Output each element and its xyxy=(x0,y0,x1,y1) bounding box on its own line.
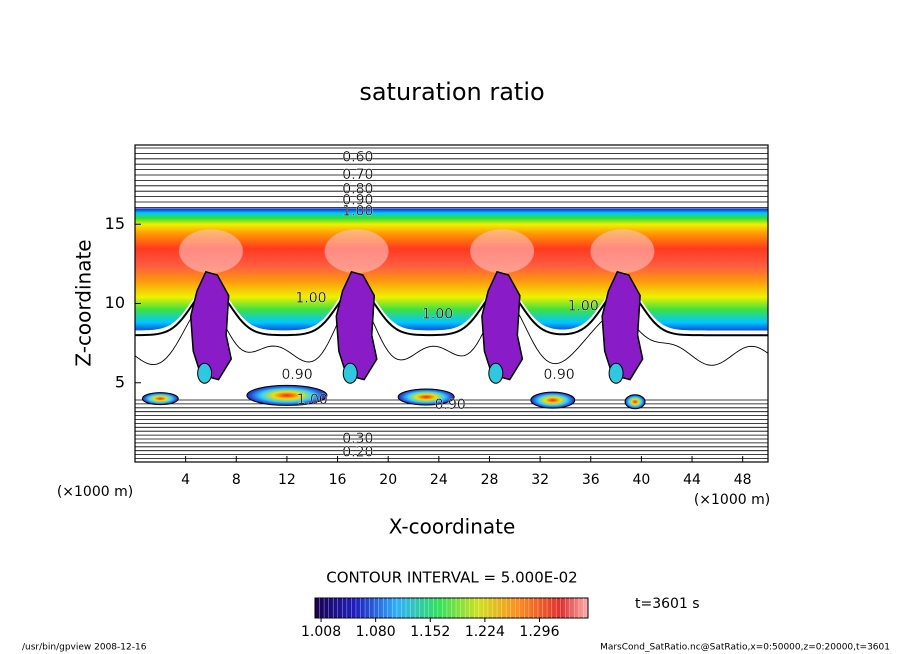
highlight xyxy=(470,229,535,274)
y-tick-label: 15 xyxy=(105,214,125,233)
contour-label: 1.00 xyxy=(297,392,328,408)
highlight xyxy=(178,229,243,274)
cloud-blob xyxy=(141,392,179,406)
contour-label: 0.80 xyxy=(342,181,373,197)
x-tick-label: 4 xyxy=(181,472,190,488)
contour-label: 1.00 xyxy=(568,299,599,315)
x-tick-label: 8 xyxy=(232,472,241,488)
colorbar-label: 1.224 xyxy=(465,624,505,640)
contour-label: 0.20 xyxy=(342,444,373,460)
plume-core xyxy=(342,362,358,384)
x-tick-label: 32 xyxy=(531,472,549,488)
cloud-blob xyxy=(246,384,328,406)
plume-core xyxy=(488,362,504,384)
colorbar-label: 1.080 xyxy=(356,624,396,640)
x-axis-label: X-coordinate xyxy=(389,515,516,539)
cloud-blob xyxy=(624,394,646,410)
y-tick-label: 5 xyxy=(115,372,125,391)
contour-label: 0.30 xyxy=(342,431,373,447)
plume xyxy=(481,270,524,381)
x-tick-label: 40 xyxy=(632,472,650,488)
contour-label: 0.90 xyxy=(342,192,373,208)
contour-label: 0.90 xyxy=(435,397,466,413)
contour-label: 1.00 xyxy=(342,204,373,220)
contour-label: 0.90 xyxy=(281,367,312,383)
chart-title: saturation ratio xyxy=(359,78,544,106)
field xyxy=(135,147,768,459)
contour-interval: CONTOUR INTERVAL = 5.000E-02 xyxy=(326,569,577,587)
x-tick-label: 16 xyxy=(329,472,347,488)
x-tick-label: 12 xyxy=(278,472,296,488)
footer-right: MarsCond_SatRatio.nc@SatRatio,x=0:50000,… xyxy=(600,643,890,653)
colorbar-label: 1.008 xyxy=(301,624,341,640)
plume xyxy=(335,270,378,381)
y-axis-label: Z-coordinate xyxy=(72,239,96,366)
colorbar-label: 1.152 xyxy=(410,624,450,640)
plume-core xyxy=(608,362,624,384)
footer-left: /usr/bin/gpview 2008-12-16 xyxy=(22,643,147,653)
cloud-blob xyxy=(530,391,576,409)
x-tick-label: 24 xyxy=(430,472,448,488)
contour-line xyxy=(135,298,768,366)
x-tick-label: 48 xyxy=(734,472,752,488)
plume-core xyxy=(197,362,213,384)
contour-line xyxy=(135,286,768,337)
contour-label: 0.70 xyxy=(342,167,373,183)
y-unit: (×1000 m) xyxy=(57,484,133,500)
x-tick-label: 28 xyxy=(481,472,499,488)
contour-label: 0.60 xyxy=(342,150,373,166)
cloud-blob xyxy=(397,388,455,406)
highlight xyxy=(590,229,655,274)
colorbar-label: 1.296 xyxy=(519,624,559,640)
x-tick-label: 36 xyxy=(582,472,600,488)
contour-label: 0.90 xyxy=(544,367,575,383)
plume xyxy=(189,270,233,381)
x-tick-label: 20 xyxy=(379,472,397,488)
plume xyxy=(601,270,644,381)
contour-label: 1.00 xyxy=(295,291,326,307)
highlight xyxy=(324,229,389,274)
y-tick-label: 10 xyxy=(105,293,125,312)
x-tick-label: 44 xyxy=(683,472,701,488)
time-label: t=3601 s xyxy=(635,596,700,612)
contour-label: 1.00 xyxy=(422,307,453,323)
x-unit: (×1000 m) xyxy=(694,492,770,508)
